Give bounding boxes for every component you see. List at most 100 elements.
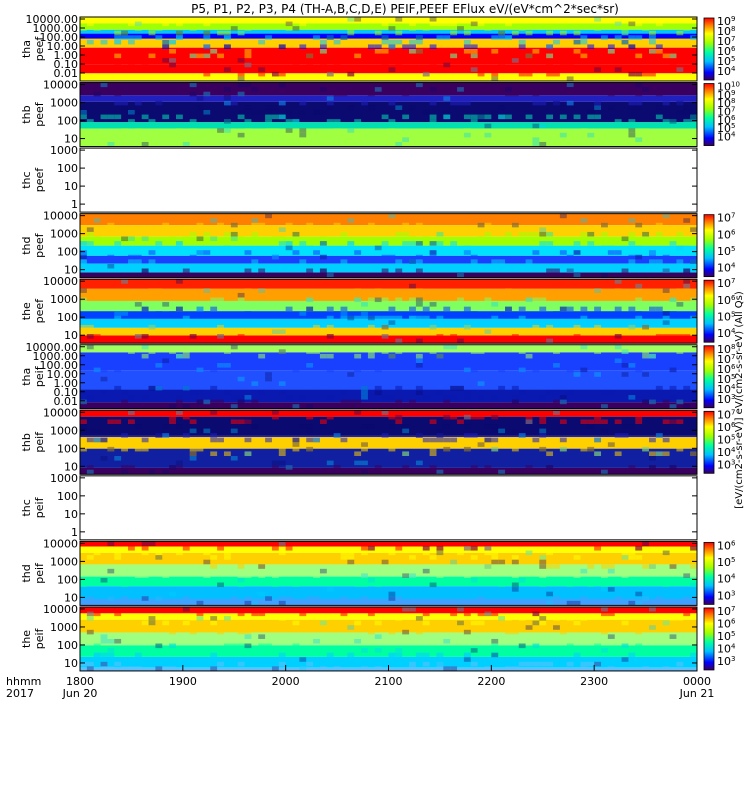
spectrogram-cell xyxy=(662,119,670,124)
spectrogram-cell xyxy=(415,460,423,466)
spectrogram-cell xyxy=(374,44,382,49)
spectrogram-cell xyxy=(676,363,684,368)
spectrogram-cell xyxy=(457,213,464,219)
spectrogram-cell xyxy=(649,625,656,630)
spectrogram-cell xyxy=(100,541,108,546)
spectrogram-cell xyxy=(690,114,697,120)
spectrogram-cell xyxy=(86,381,94,386)
spectrogram-cell xyxy=(169,410,176,415)
spectrogram-cell xyxy=(210,433,218,438)
spectrogram-cell xyxy=(121,606,128,612)
spectrogram-cell xyxy=(299,109,307,115)
spectrogram-cell xyxy=(80,241,87,246)
spectrogram-cell xyxy=(182,141,190,147)
colorbar xyxy=(703,83,715,146)
spectrogram-cell xyxy=(655,231,663,237)
spectrogram-cell xyxy=(361,385,368,391)
spectrogram-cell xyxy=(86,227,94,232)
spectrogram-cell xyxy=(683,268,691,274)
spectrogram-cell xyxy=(573,442,581,447)
spectrogram-cell xyxy=(635,555,643,560)
panel-product-label: peif xyxy=(33,562,46,584)
spectrogram-cell xyxy=(443,437,451,443)
spectrogram-cell xyxy=(594,105,602,110)
spectrogram-cell xyxy=(86,119,94,124)
spectrogram-cell xyxy=(676,349,684,354)
spectrogram-cell xyxy=(326,35,334,40)
spectrogram-cell xyxy=(429,250,437,255)
spectrogram-cell xyxy=(587,114,595,120)
spectrogram-cell xyxy=(162,58,170,63)
spectrogram-cell xyxy=(614,433,622,438)
spectrogram-cell xyxy=(86,437,94,443)
spectrogram-cell xyxy=(601,245,608,251)
spectrogram-cell xyxy=(587,564,595,569)
spectrogram-cell xyxy=(134,128,142,133)
spectrogram-cell xyxy=(347,123,355,129)
spectrogram-cell xyxy=(642,320,650,325)
spectrogram-cell xyxy=(628,119,636,124)
spectrogram-cell xyxy=(553,39,560,45)
spectrogram-cell xyxy=(210,555,218,560)
spectrogram-cell xyxy=(463,446,471,452)
spectrogram-cell xyxy=(93,652,101,658)
spectrogram-cell xyxy=(175,263,183,269)
spectrogram-cell xyxy=(511,273,519,278)
spectrogram-cell xyxy=(121,469,128,475)
spectrogram-cell xyxy=(662,634,670,639)
spectrogram-cell xyxy=(313,320,320,325)
spectrogram-cell xyxy=(278,82,286,88)
spectrogram-cell xyxy=(388,469,396,475)
spectrogram-cell xyxy=(361,541,368,546)
spectrogram-cell xyxy=(498,469,506,475)
spectrogram-cell xyxy=(594,349,602,354)
spectrogram-cell xyxy=(107,568,115,574)
spectrogram-cell xyxy=(114,279,122,284)
spectrogram-cell xyxy=(484,437,492,443)
spectrogram-cell xyxy=(251,381,259,386)
spectrogram-cell xyxy=(361,442,368,447)
spectrogram-cell xyxy=(244,250,252,255)
spectrogram-cell xyxy=(319,424,327,429)
spectrogram-cell xyxy=(415,288,423,293)
spectrogram-cell xyxy=(114,114,122,120)
spectrogram-cell xyxy=(587,231,595,237)
spectrogram-cell xyxy=(676,30,684,36)
spectrogram-cell xyxy=(244,26,252,31)
spectrogram-cell xyxy=(457,620,464,626)
spectrogram-cell xyxy=(175,410,183,415)
spectrogram-cell xyxy=(333,311,341,316)
spectrogram-cell xyxy=(292,404,300,409)
spectrogram-cell xyxy=(443,344,451,350)
spectrogram-cell xyxy=(347,30,355,36)
spectrogram-cell xyxy=(367,577,375,583)
spectrogram-cell xyxy=(210,367,218,373)
spectrogram-cell xyxy=(511,283,519,289)
spectrogram-band xyxy=(80,122,697,129)
y-tick-label: 1 xyxy=(71,526,78,539)
spectrogram-cell xyxy=(683,573,691,578)
spectrogram-cell xyxy=(484,329,492,335)
spectrogram-cell xyxy=(532,123,540,129)
spectrogram-cell xyxy=(594,545,602,551)
spectrogram-cell xyxy=(162,620,170,626)
spectrogram-cell xyxy=(203,53,211,59)
spectrogram-cell xyxy=(189,600,197,606)
spectrogram-cell xyxy=(121,30,128,36)
spectrogram-cell xyxy=(326,652,334,658)
spectrogram-cell xyxy=(169,49,176,54)
spectrogram-cell xyxy=(601,222,608,228)
spectrogram-cell xyxy=(635,367,643,373)
colorbar xyxy=(703,607,715,671)
spectrogram-cell xyxy=(477,141,485,147)
spectrogram-cell xyxy=(676,376,684,382)
spectrogram-cell xyxy=(621,30,629,36)
spectrogram-cell xyxy=(196,87,204,92)
spectrogram-cell xyxy=(415,652,423,658)
spectrogram-cell xyxy=(614,419,622,425)
spectrogram-cell xyxy=(525,568,533,574)
spectrogram-cell xyxy=(443,306,451,312)
spectrogram-cell xyxy=(306,414,314,420)
panel-probe-label: the xyxy=(20,302,33,320)
plot-frame xyxy=(79,344,698,410)
